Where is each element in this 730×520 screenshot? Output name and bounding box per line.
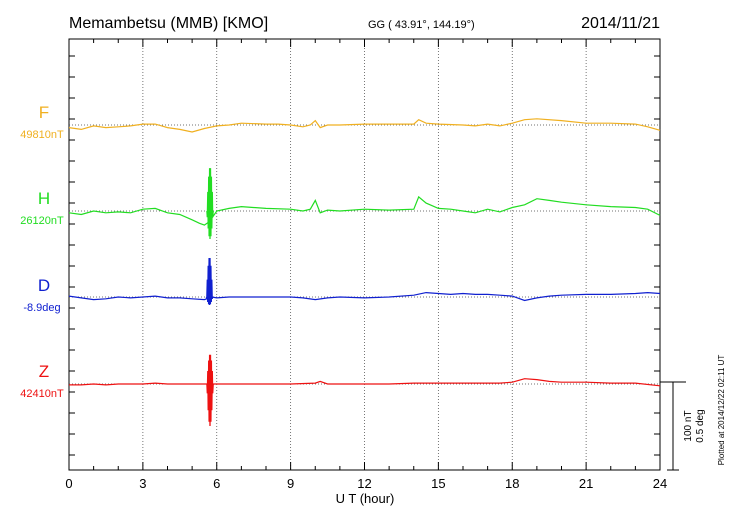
scale-deg-label: 0.5 deg [695, 409, 706, 442]
station-title: Memambetsu (MMB) [KMO] [69, 15, 268, 32]
date-label: 2014/11/21 [581, 15, 660, 32]
x-tick-label: 12 [357, 476, 371, 491]
scale-nt-label: 100 nT [683, 410, 694, 441]
trace-d [68, 291, 661, 302]
trace-h [68, 195, 661, 226]
burst-d [205, 257, 214, 306]
series-labels: F 49810nT H 26120nT D -8.9deg Z 42410nT [20, 103, 64, 400]
coordinates-label: GG ( 43.91°, 144.19°) [368, 19, 475, 31]
series-name-d: D [38, 276, 50, 295]
x-tick-label: 9 [287, 476, 294, 491]
x-tick-label: 3 [139, 476, 146, 491]
series-baseline-f: 49810nT [20, 129, 64, 141]
burst-z [206, 354, 214, 427]
x-tick-label: 6 [213, 476, 220, 491]
scale-bar: 100 nT 0.5 deg [660, 381, 706, 471]
plotted-at-note: Plotted at 2014/12/22 02:11 UT [717, 355, 726, 466]
data-traces [68, 118, 661, 427]
x-tick-label: 24 [653, 476, 667, 491]
series-baseline-h: 26120nT [20, 215, 64, 227]
series-name-h: H [38, 189, 50, 208]
tick-marks [68, 39, 661, 470]
series-baseline-z: 42410nT [20, 388, 64, 400]
trace-f [68, 118, 661, 133]
x-tick-label: 21 [579, 476, 593, 491]
x-tick-label: 15 [431, 476, 445, 491]
x-tick-label: 0 [65, 476, 72, 491]
trace-z [69, 378, 661, 387]
grid-lines [69, 39, 660, 470]
x-axis-title: U T (hour) [336, 491, 395, 506]
series-name-f: F [39, 103, 49, 122]
x-tick-label: 18 [505, 476, 519, 491]
burst-h [206, 168, 214, 240]
series-baseline-d: -8.9deg [23, 302, 60, 314]
x-tick-labels: 0 3 6 9 12 15 18 21 24 [65, 476, 667, 491]
series-name-z: Z [39, 362, 49, 381]
